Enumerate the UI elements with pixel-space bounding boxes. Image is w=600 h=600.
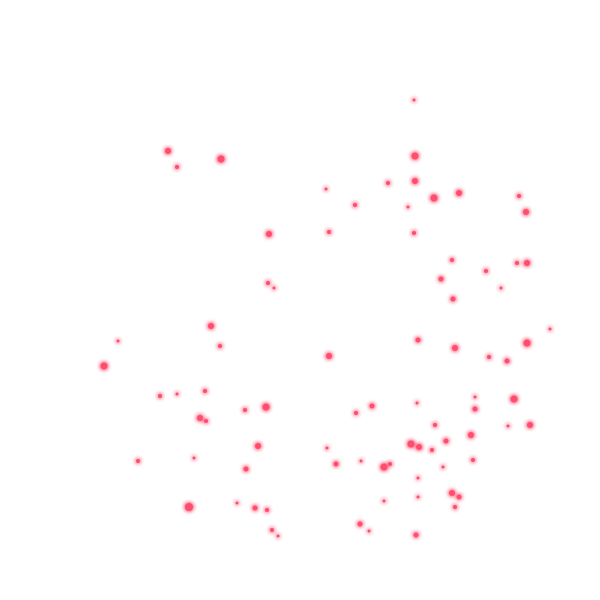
particle: [382, 499, 386, 503]
particle: [412, 178, 418, 184]
particle: [204, 419, 208, 423]
particle: [430, 448, 434, 452]
particle: [468, 432, 474, 438]
particle: [415, 337, 421, 343]
particle: [266, 281, 270, 285]
particle: [407, 440, 415, 448]
particle: [452, 345, 458, 351]
particle: [359, 459, 363, 463]
particle: [175, 165, 179, 169]
particle: [524, 260, 530, 266]
particle: [415, 401, 419, 405]
particle: [441, 465, 445, 469]
particle: [411, 152, 419, 160]
particle: [136, 459, 140, 463]
particle: [515, 261, 519, 265]
particle: [416, 495, 420, 499]
particle: [484, 269, 488, 273]
particle: [357, 521, 363, 527]
particle: [255, 443, 261, 449]
particle: [324, 187, 328, 191]
particle: [243, 466, 249, 472]
particle: [449, 490, 455, 496]
particle: [517, 194, 521, 198]
particle: [327, 230, 331, 234]
particle: [325, 446, 329, 450]
particle: [504, 358, 510, 364]
particle: [523, 339, 531, 347]
particle: [158, 394, 162, 398]
particle: [354, 411, 358, 415]
particle: [386, 181, 390, 185]
particle: [443, 438, 449, 444]
particle: [388, 462, 392, 466]
particle: [471, 458, 475, 462]
particle: [175, 392, 179, 396]
particle: [527, 422, 533, 428]
particle: [265, 508, 269, 512]
particle: [333, 461, 339, 467]
particle: [218, 344, 222, 348]
particle: [416, 476, 420, 480]
particle: [272, 286, 276, 290]
particle: [203, 389, 207, 393]
particle: [276, 534, 280, 538]
particle: [433, 423, 437, 427]
particle: [430, 194, 438, 202]
particle: [270, 528, 274, 532]
particle: [243, 408, 247, 412]
particle: [165, 148, 171, 154]
particle: [412, 98, 416, 102]
particle: [438, 276, 444, 282]
particle: [406, 205, 410, 209]
particle: [208, 323, 214, 329]
particle: [523, 209, 529, 215]
particle: [473, 395, 477, 399]
particle: [499, 286, 503, 290]
particle: [413, 532, 419, 538]
particle: [217, 155, 225, 163]
particle: [252, 505, 258, 511]
particle: [353, 203, 357, 207]
particle: [369, 403, 375, 409]
particle: [185, 503, 193, 511]
particle: [116, 339, 120, 343]
particle: [197, 415, 203, 421]
particle: [487, 355, 491, 359]
particle: [506, 424, 510, 428]
particle: [472, 406, 478, 412]
particle: [380, 463, 388, 471]
particle: [262, 403, 270, 411]
particle: [456, 494, 462, 500]
particle: [453, 505, 457, 509]
particle: [412, 231, 416, 235]
particle: [450, 258, 454, 262]
particle: [548, 327, 552, 331]
particle: [235, 501, 239, 505]
particle: [367, 529, 371, 533]
particle: [456, 190, 462, 196]
particle: [416, 444, 422, 450]
particle: [510, 395, 518, 403]
particle: [100, 362, 108, 370]
particle: [192, 456, 196, 460]
particle: [326, 353, 332, 359]
particles: [100, 98, 552, 538]
particle: [450, 296, 456, 302]
particle: [266, 231, 272, 237]
